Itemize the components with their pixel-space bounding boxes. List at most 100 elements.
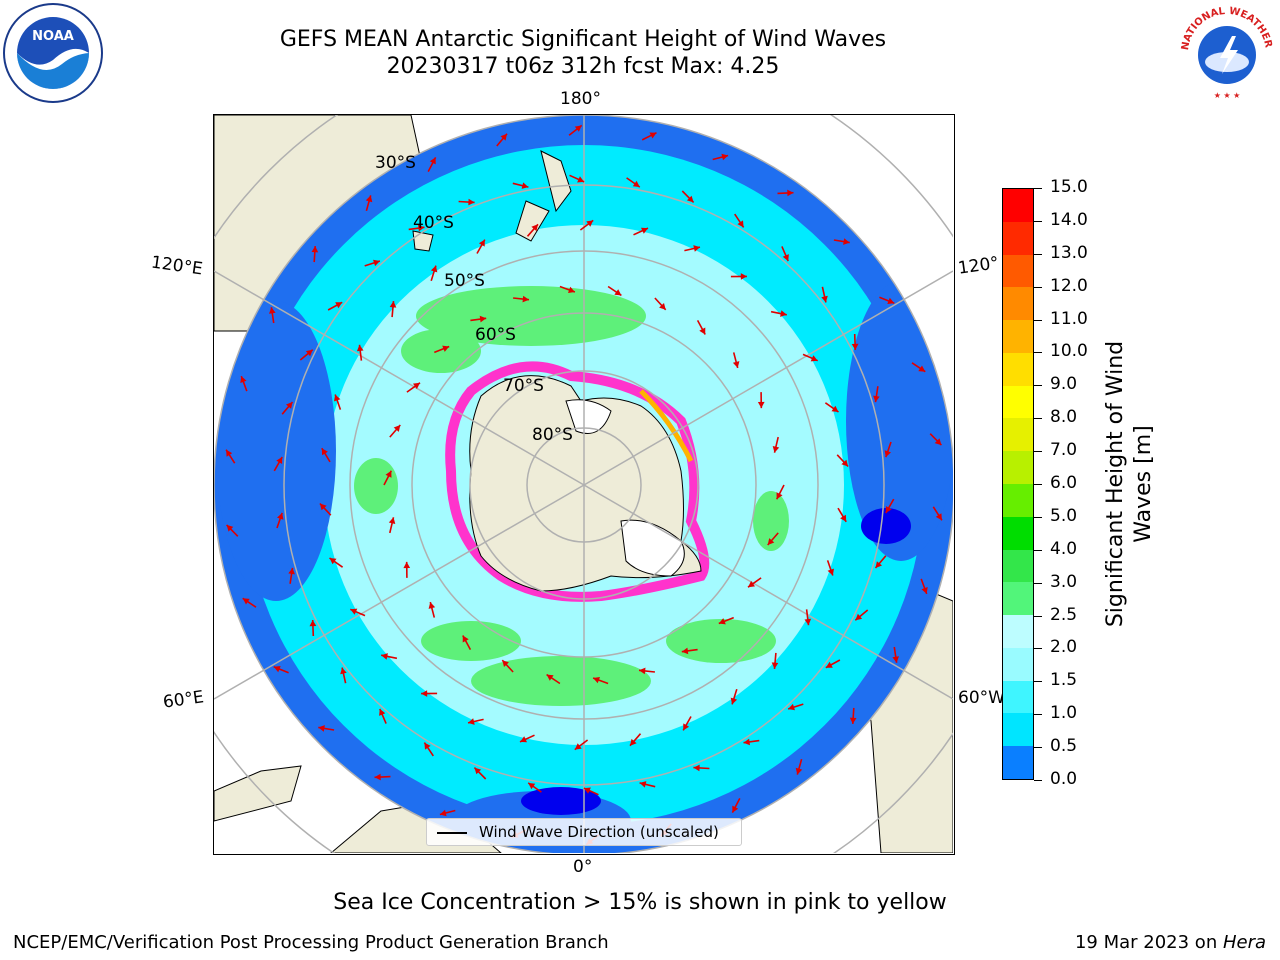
wind-wave-arrow-head [740,273,747,280]
wind-wave-arrow-head [374,773,381,781]
wind-wave-arrow-head [795,767,803,775]
colorbar-tick-label: 1.5 [1050,670,1078,691]
wind-wave-arrow-head [892,656,899,663]
wind-wave-arrow-head [439,809,447,817]
colorbar-tick [1034,418,1042,420]
wind-wave-arrow-head [841,459,849,467]
wind-wave-arrow-head [767,538,775,545]
lon-label-top: 180° [560,89,601,109]
colorbar-segment [1003,319,1033,353]
colorbar-tick [1034,188,1042,189]
wind-wave-arrow-head [379,708,386,716]
colorbar-tick [1034,648,1042,650]
wind-wave-arrow-head [884,450,891,458]
wind-wave-arrow-head [810,355,818,362]
wind-wave-arrow-head [748,580,755,588]
colorbar-tick [1034,681,1042,683]
lat-label-40s: 40°S [413,213,454,233]
svg-text:NOAA: NOAA [32,29,74,44]
wind-wave-arrow-head [502,660,509,667]
wind-wave-arrow-head [240,376,247,383]
wind-wave-arrow-head [479,315,487,323]
wind-wave-arrow-head [918,365,926,372]
wind-wave-arrow-head [365,195,373,203]
wind-wave-arrow-head [693,764,700,772]
wind-wave-arrow-head [851,343,859,350]
colorbar-segment [1003,614,1033,648]
colorbar-tick-label: 1.0 [1050,703,1078,724]
wind-wave-arrow-head [718,618,726,625]
wind-wave-arrow-head [468,718,475,725]
wind-wave-arrow-head [226,524,234,532]
colorbar [1002,188,1034,780]
wind-wave-arrow-head [649,132,657,139]
colorbar-segment [1003,417,1033,452]
wind-wave-arrow-head [721,153,729,161]
wind-wave-arrow-head [329,558,337,565]
wind-wave-arrow-head [782,254,789,262]
wind-wave-arrow-head [393,425,401,432]
colorbar-tick-label: 4.0 [1050,538,1078,559]
colorbar-tick-label: 13.0 [1050,242,1088,263]
lon-label-right-upper: 120° [956,253,1001,279]
wind-wave-arrow-head [546,674,554,681]
wind-wave-arrow-head [693,245,700,252]
colorbar-tick-label: 15.0 [1050,177,1088,197]
wind-wave-arrow-head [632,180,640,188]
wind-wave-arrow-head [743,738,750,746]
colorbar-segment [1003,188,1033,222]
wind-wave-arrow-head [732,805,739,813]
colorbar-title: Significant Height of Wind Waves [m] [1103,340,1156,628]
wind-wave-arrow-head [522,295,529,303]
map-canvas [214,115,953,853]
wind-wave-arrow-head [825,661,833,668]
colorbar-tick-label: 8.0 [1050,407,1078,428]
lon-label-left-upper: 120°E [149,252,204,280]
colorbar-segment [1003,549,1033,583]
lat-label-80s: 80°S [532,425,573,445]
colorbar-segment [1003,385,1033,419]
wind-wave-arrow-head [639,781,647,788]
wind-wave-arrow-head [318,725,325,732]
wind-wave-arrow-head [319,503,327,511]
colorbar-tick [1034,780,1042,781]
colorbar-tick [1034,319,1042,321]
wind-wave-arrow-head [827,568,834,576]
wind-wave-arrow-head [934,438,942,446]
wind-wave-arrow-head [686,195,694,203]
wind-wave-arrow-head [849,717,857,724]
wind-wave-arrow-head [500,133,507,141]
wind-wave-arrow-head [873,395,880,403]
colorbar-tick [1034,286,1042,288]
legend-label: Wind Wave Direction (unscaled) [479,823,719,841]
wind-wave-arrow-head [242,598,250,605]
colorbar-tick [1034,747,1042,749]
wind-wave-arrow-head [630,738,637,746]
wind-wave-arrow-head [641,227,648,234]
colorbar-tick-label: 12.0 [1050,275,1088,296]
wind-wave-arrow-head [855,613,863,621]
colorbar-segment [1003,221,1033,255]
colorbar-tick [1034,582,1042,584]
colorbar-segment [1003,286,1033,321]
wind-wave-arrow-head [681,647,689,655]
sea-ice-note: Sea Ice Concentration > 15% is shown in … [333,890,947,915]
colorbar-tick [1034,352,1042,354]
wind-wave-arrow-head [413,382,420,390]
wind-wave-arrow-head [583,787,591,794]
colorbar-tick [1034,484,1042,485]
wind-wave-arrow-head [474,767,482,775]
wind-wave-arrow-head [821,295,828,303]
wind-wave-arrow-head [429,157,436,165]
wind-wave-arrow-head [373,259,380,267]
wind-wave-arrow-head [757,401,765,409]
colorbar-segment [1003,450,1033,484]
footer-left: NCEP/EMC/Verification Post Processing Pr… [13,932,609,953]
lat-label-30s: 30°S [375,153,416,173]
lat-label-70s: 70°S [503,376,544,396]
colorbar-tick [1034,516,1042,518]
wind-wave-arrow-head [478,239,485,247]
polar-map: 30°S 40°S 50°S 60°S 70°S 80°S [213,114,955,855]
colorbar-segment [1003,581,1033,616]
colorbar-segment [1003,647,1033,681]
